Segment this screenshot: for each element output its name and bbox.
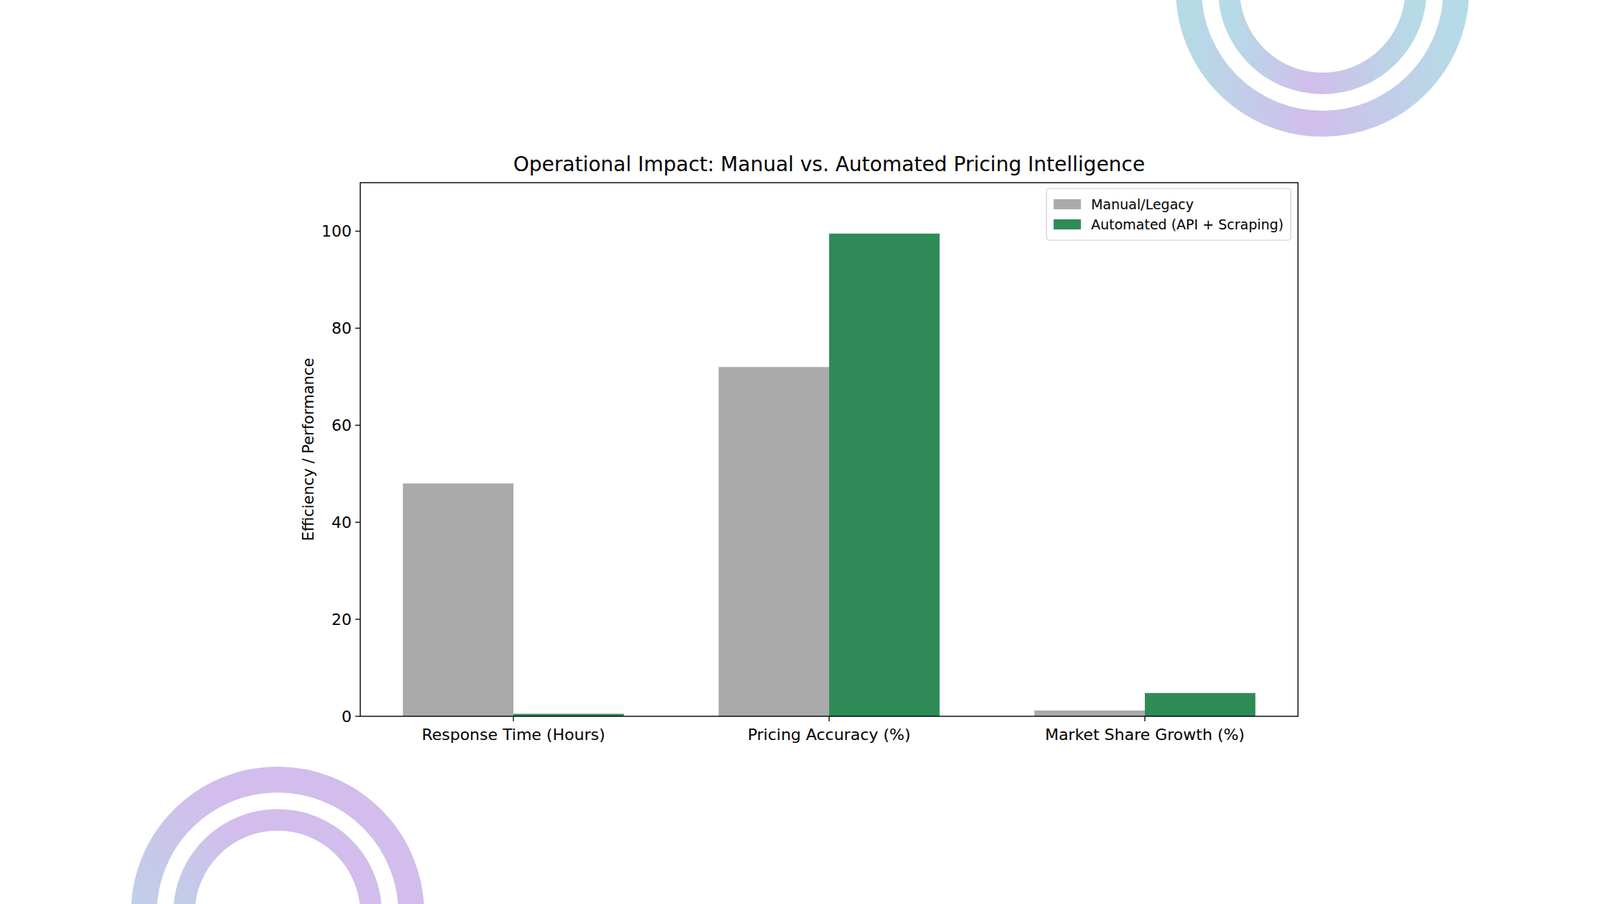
bars xyxy=(402,233,1255,717)
y-tick-label: 0 xyxy=(341,707,352,726)
bar xyxy=(829,233,940,717)
y-tick xyxy=(355,327,361,329)
x-tick xyxy=(1144,716,1145,722)
y-axis: 0 20 40 60 80 100 xyxy=(321,222,361,726)
legend-label: Automated (API + Scraping) xyxy=(1090,216,1284,233)
y-tick xyxy=(355,424,361,426)
plot-frame xyxy=(360,182,1298,717)
y-axis-title: Efficiency / Performance xyxy=(299,358,318,542)
bar xyxy=(402,483,514,717)
legend-box xyxy=(1046,188,1291,241)
legend: Manual/Legacy Automated (API + Scraping) xyxy=(1046,188,1291,241)
x-axis: Response Time (Hours) Pricing Accuracy (%… xyxy=(421,716,1245,744)
bar xyxy=(1144,693,1256,717)
x-tick-label: Response Time (Hours) xyxy=(421,725,605,744)
legend-label: Manual/Legacy xyxy=(1090,196,1194,213)
y-tick-label: 40 xyxy=(331,513,352,532)
x-tick xyxy=(512,716,514,722)
y-tick-label: 80 xyxy=(331,319,352,338)
chart: Operational Impact: Manual vs. Automated… xyxy=(0,0,1600,904)
legend-swatch xyxy=(1053,219,1081,230)
bar xyxy=(1034,710,1145,717)
x-tick xyxy=(828,716,830,722)
legend-swatch xyxy=(1053,199,1081,210)
y-tick xyxy=(355,618,361,620)
title: Operational Impact: Manual vs. Automated… xyxy=(513,152,1145,177)
y-tick-label: 100 xyxy=(321,222,352,241)
y-tick-label: 20 xyxy=(331,610,352,629)
y-tick xyxy=(355,715,361,717)
y-tick-label: 60 xyxy=(331,416,352,435)
bar xyxy=(718,366,830,717)
y-tick xyxy=(355,522,361,523)
y-tick xyxy=(355,230,361,232)
x-tick-label: Pricing Accuracy (%) xyxy=(747,725,912,744)
x-tick-label: Market Share Growth (%) xyxy=(1044,725,1245,744)
decoration xyxy=(143,0,1457,904)
